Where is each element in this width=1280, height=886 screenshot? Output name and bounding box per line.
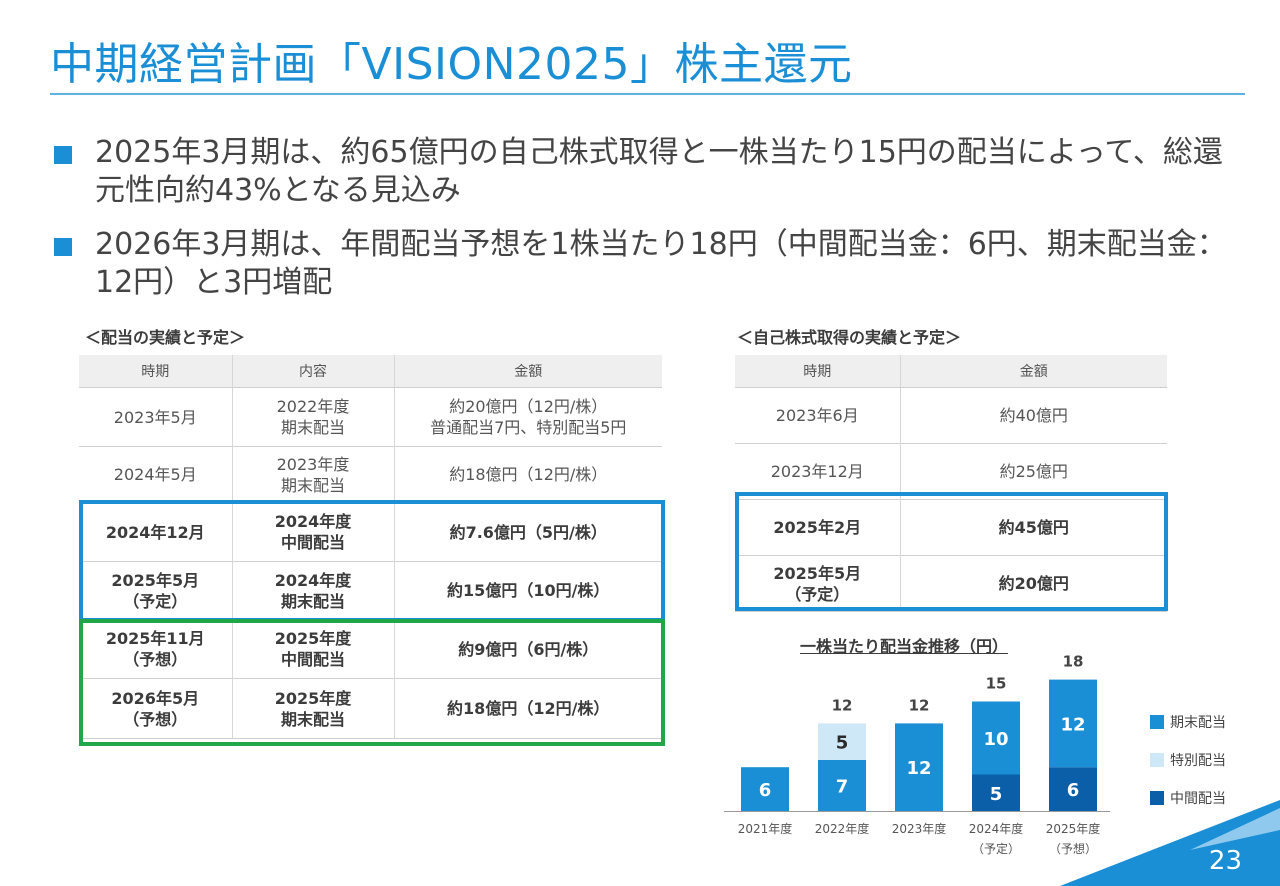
bar-value-label: 5 <box>990 784 1003 805</box>
cell-period: 2024年12月 <box>79 502 232 562</box>
bar-中間配当 <box>1049 767 1097 811</box>
category-label: 2024年度 <box>969 821 1024 836</box>
category-label: （予定） <box>972 841 1020 856</box>
bar-value-label: 12 <box>906 758 931 779</box>
dividend-header-amount: 金額 <box>393 355 662 388</box>
category-label: 2021年度 <box>738 821 793 836</box>
cell-period: 2023年12月 <box>735 443 900 500</box>
cell-period: 2025年11月 （予想） <box>79 619 232 679</box>
legend-swatch <box>1150 791 1164 805</box>
buyback-header-period: 時期 <box>735 355 900 388</box>
table-row: 2025年11月 （予想） 2025年度 中間配当 約9億円（6円/株） <box>79 619 662 679</box>
bar-value-label: 7 <box>836 776 849 797</box>
category-label: 2025年度 <box>1046 821 1101 836</box>
bar-value-label: 6 <box>759 780 772 801</box>
bullet-2: 2026年3月期は、年間配当予想を1株当たり18円（中間配当金：6円、期末配当金… <box>50 226 1250 302</box>
category-label: 2023年度 <box>892 821 947 836</box>
bar-期末配当 <box>818 759 866 811</box>
highlight-box-green <box>79 619 665 746</box>
table-row: 2025年2月 約45億円 <box>735 499 1167 556</box>
bar-期末配当 <box>741 767 789 811</box>
cell-content: 2024年度 中間配当 <box>231 502 394 562</box>
bar-value-label: 12 <box>1060 714 1085 735</box>
bar-期末配当 <box>895 723 943 811</box>
bar-特別配当 <box>818 723 866 760</box>
dividend-header-period: 時期 <box>79 355 232 388</box>
cell-content: 2022年度 期末配当 <box>231 387 394 447</box>
bullet-square-icon <box>54 146 72 164</box>
cell-amount: 約18億円（12円/株） <box>393 678 662 739</box>
table-row: 2025年5月 （予定） 2024年度 期末配当 約15億円（10円/株） <box>79 561 662 620</box>
bar-value-label: 10 <box>983 729 1008 750</box>
legend-swatch <box>1150 753 1164 767</box>
table-row: 2023年6月 約40億円 <box>735 387 1167 444</box>
cell-amount: 約9億円（6円/株） <box>393 619 662 679</box>
legend-item-tokubetsu: 特別配当 <box>1150 750 1226 770</box>
cell-period: 2025年2月 <box>735 499 900 556</box>
bar-total-label: 12 <box>909 696 930 714</box>
cell-period: 2026年5月 （予想） <box>79 678 232 739</box>
highlight-box-blue <box>79 500 665 622</box>
buyback-table: 時期 金額 2023年6月 約40億円 2023年12月 約25億円 2025年2月 約4… <box>735 355 1167 612</box>
legend-item-chukan: 中間配当 <box>1150 788 1226 808</box>
title-divider <box>50 93 1245 95</box>
table-row: 2024年5月 2023年度 期末配当 約18億円（12円/株） <box>79 446 662 503</box>
bullet-2-text: 2026年3月期は、年間配当予想を1株当たり18円（中間配当金：6円、期末配当金… <box>95 227 1227 300</box>
table-row: 2025年5月 （予定） 約20億円 <box>735 555 1167 612</box>
legend-item-kimatsu: 期末配当 <box>1150 712 1226 732</box>
chart-title: 一株当たり配当金推移（円） <box>800 637 1009 656</box>
dividend-chart: 6 2021年度 7 5 12 2022年度 12 12 2023年度 5 10 15 2024年度 （予… <box>724 653 1110 856</box>
cell-content: 2025年度 中間配当 <box>231 619 394 679</box>
bar-期末配当 <box>972 701 1020 775</box>
bullet-1: 2025年3月期は、約65億円の自己株式取得と一株当たり15円の配当によって、総… <box>50 134 1250 210</box>
bar-中間配当 <box>972 774 1020 811</box>
dividend-table-title: ＜配当の実績と予定＞ <box>85 328 246 347</box>
cell-period: 2023年6月 <box>735 387 900 444</box>
buyback-table-title: ＜自己株式取得の実績と予定＞ <box>737 328 962 347</box>
bar-total-label: 12 <box>832 696 853 714</box>
legend-swatch <box>1150 715 1164 729</box>
cell-amount: 約40億円 <box>899 387 1167 444</box>
cell-amount: 約7.6億円（5円/株） <box>393 502 662 562</box>
table-row: 2023年12月 約25億円 <box>735 443 1167 500</box>
bar-value-label: 6 <box>1067 780 1080 801</box>
table-row: 2024年12月 2024年度 中間配当 約7.6億円（5円/株） <box>79 502 662 562</box>
cell-content: 2024年度 期末配当 <box>231 561 394 620</box>
buyback-header-amount: 金額 <box>899 355 1167 388</box>
category-label: 2022年度 <box>815 821 870 836</box>
table-row: 2023年5月 2022年度 期末配当 約20億円（12円/株） 普通配当7円、特別配当… <box>79 387 662 447</box>
dividend-header-content: 内容 <box>231 355 394 388</box>
cell-amount: 約18億円（12円/株） <box>393 446 662 503</box>
bar-total-label: 18 <box>1063 653 1084 671</box>
category-label: （予想） <box>1049 841 1097 856</box>
bar-value-label: 5 <box>836 733 849 754</box>
cell-amount: 約20億円（12円/株） 普通配当7円、特別配当5円 <box>393 387 662 447</box>
cell-amount: 約45億円 <box>899 499 1167 556</box>
cell-amount: 約25億円 <box>899 443 1167 500</box>
page-number: 23 <box>1208 846 1242 876</box>
dividend-table: 時期 内容 金額 2023年5月 2022年度 期末配当 約20億円（12円/株） 普通… <box>79 355 662 739</box>
cell-amount: 約15億円（10円/株） <box>393 561 662 620</box>
cell-amount: 約20億円 <box>899 555 1167 612</box>
cell-period: 2024年5月 <box>79 446 232 503</box>
corner-decoration <box>1060 800 1280 886</box>
bullet-1-text: 2025年3月期は、約65億円の自己株式取得と一株当たり15円の配当によって、総… <box>95 135 1223 208</box>
table-row: 2026年5月 （予想） 2025年度 期末配当 約18億円（12円/株） <box>79 678 662 739</box>
page-title: 中期経営計画「VISION2025」株主還元 <box>50 39 853 90</box>
cell-period: 2023年5月 <box>79 387 232 447</box>
bullet-square-icon <box>54 238 72 256</box>
cell-content: 2023年度 期末配当 <box>231 446 394 503</box>
bar-total-label: 15 <box>986 675 1007 693</box>
cell-period: 2025年5月 （予定） <box>735 555 900 612</box>
cell-period: 2025年5月 （予定） <box>79 561 232 620</box>
bar-期末配当 <box>1049 679 1097 768</box>
highlight-box-blue-buyback <box>735 492 1168 611</box>
cell-content: 2025年度 期末配当 <box>231 678 394 739</box>
